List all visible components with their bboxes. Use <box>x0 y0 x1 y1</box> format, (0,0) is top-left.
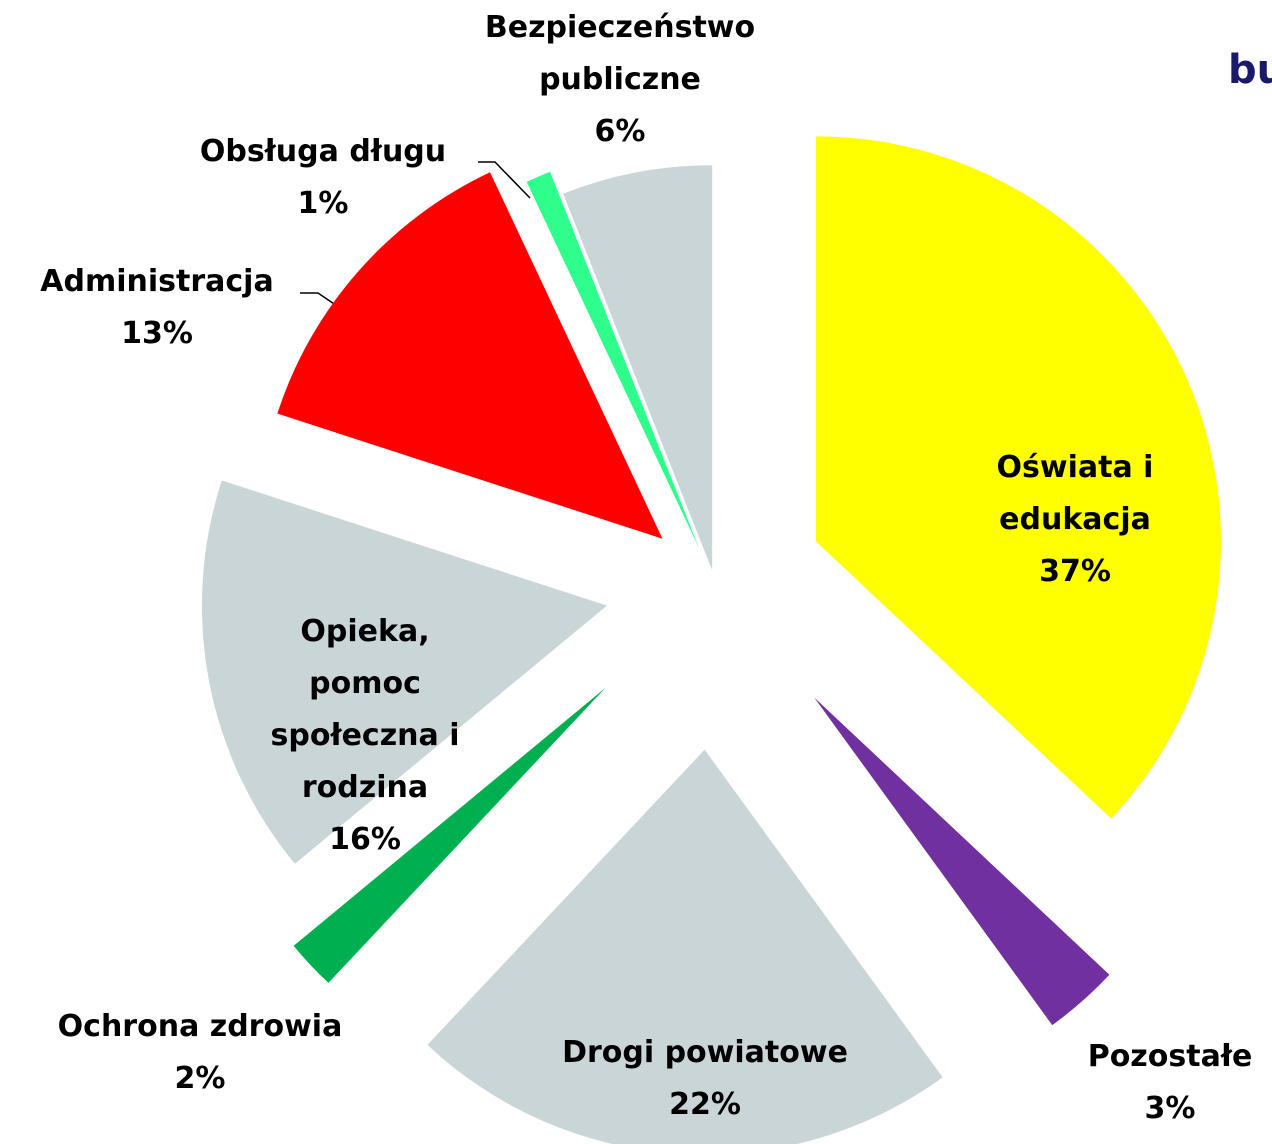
slice-label: Oświata i edukacja 37% <box>970 442 1180 598</box>
pie-slice <box>563 165 713 571</box>
pie-slice <box>815 136 1221 819</box>
category-label: Oświata i edukacja <box>996 450 1154 537</box>
category-label: Drogi powiatowe <box>562 1035 848 1070</box>
value-label: 22% <box>669 1087 741 1122</box>
category-label: Opieka, pomoc społeczna i rodzina <box>270 614 460 805</box>
value-label: 2% <box>174 1061 226 1096</box>
pie-slice <box>201 480 607 864</box>
slice-label: Obsługa długu 1% <box>163 126 483 230</box>
slice-label: Pozostałe 3% <box>1020 1031 1272 1135</box>
category-label: Bezpieczeństwo publiczne <box>484 10 756 97</box>
slice-label: Ochrona zdrowia 2% <box>0 1001 400 1105</box>
value-label: 6% <box>594 114 646 149</box>
category-label: Obsługa długu <box>199 134 447 169</box>
value-label: 16% <box>329 822 401 857</box>
value-label: 3% <box>1144 1091 1196 1126</box>
pie-slice <box>814 697 1110 1026</box>
value-label: 13% <box>121 316 193 351</box>
category-label: Pozostałe <box>1087 1039 1253 1074</box>
pie-slice <box>277 172 663 539</box>
slice-label: Bezpieczeństwo publiczne 6% <box>450 2 790 158</box>
category-label: Administracja <box>40 264 274 299</box>
slice-label: Drogi powiatowe 22% <box>505 1027 905 1131</box>
pie-slice <box>293 687 606 983</box>
leader-line <box>478 161 531 199</box>
value-label: 37% <box>1039 554 1111 589</box>
pie-slice <box>427 749 943 1144</box>
chart-title: bu <box>1228 47 1272 93</box>
slice-label: Opieka, pomoc społeczna i rodzina 16% <box>255 606 475 866</box>
value-label: 1% <box>297 186 349 221</box>
pie-slice <box>526 171 700 549</box>
category-label: Ochrona zdrowia <box>57 1009 343 1044</box>
slice-label: Administracja 13% <box>0 256 317 360</box>
